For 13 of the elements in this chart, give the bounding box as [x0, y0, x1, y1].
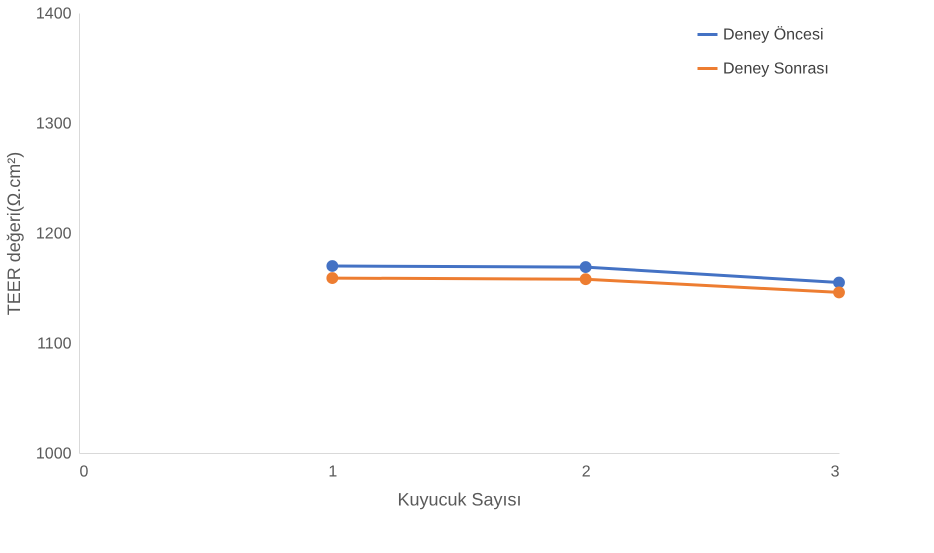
y-axis-title: TEER değeri(Ω.cm²): [4, 152, 24, 316]
y-tick-label: 1300: [36, 116, 72, 132]
y-tick-label: 1200: [36, 226, 72, 242]
x-tick-label: 0: [80, 464, 88, 480]
legend-label: Deney Öncesi: [723, 26, 824, 44]
x-tick-label: 3: [830, 464, 840, 480]
x-axis-title: Kuyucuk Sayısı: [397, 490, 522, 510]
y-tick-label: 1000: [36, 446, 72, 462]
x-tick-label: 1: [328, 464, 338, 480]
y-tick-label: 1400: [36, 6, 72, 22]
y-tick-label: 1100: [37, 336, 72, 352]
legend-label: Deney Sonrası: [723, 60, 829, 78]
x-tick-label: 2: [582, 464, 591, 480]
